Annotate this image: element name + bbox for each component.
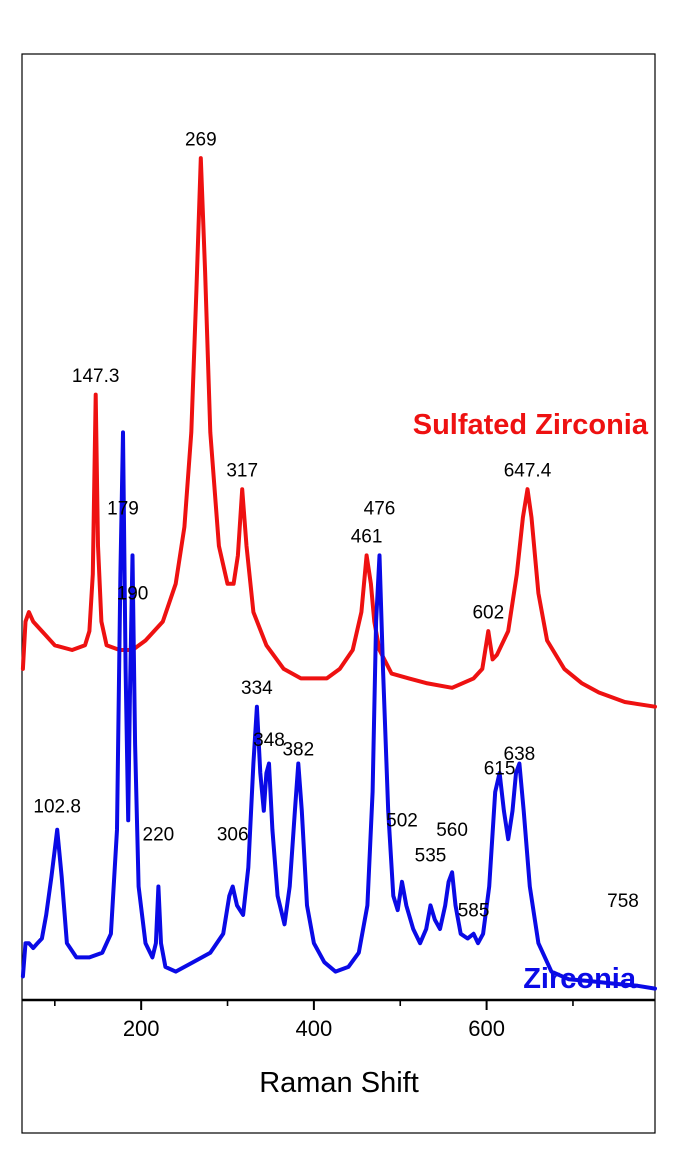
x-tick-label: 600 [468, 1016, 505, 1041]
plot-frame [21, 53, 656, 1134]
peak-label: 502 [386, 811, 418, 832]
x-axis-ticks: 200 400 600 [54, 1000, 574, 1041]
peak-label: 220 [143, 825, 175, 846]
peak-label: 585 [458, 900, 490, 921]
peak-label: 190 [117, 583, 149, 604]
x-axis-title: Raman Shift [259, 1067, 419, 1099]
peak-label: 317 [226, 460, 258, 481]
series-label-zirconia: Zirconia [523, 963, 637, 995]
peak-label: 602 [472, 602, 504, 623]
peak-label: 535 [415, 846, 447, 867]
peak-label: 476 [364, 498, 396, 519]
peak-label: 348 [253, 730, 285, 751]
peak-label: 102.8 [33, 796, 81, 817]
x-tick-label: 200 [123, 1016, 160, 1041]
series-label-sulfated-zirconia: Sulfated Zirconia [413, 409, 649, 441]
peak-label: 638 [504, 744, 536, 765]
peak-label: 647.4 [504, 460, 552, 481]
peak-label: 615 [484, 758, 516, 779]
peak-label: 758 [607, 891, 639, 912]
peak-label: 269 [185, 129, 217, 150]
peak-label: 147.3 [72, 366, 120, 387]
peak-label: 179 [107, 498, 139, 519]
x-tick-label: 400 [296, 1016, 333, 1041]
series-layer [20, 156, 657, 991]
series-line-zirconia [20, 430, 657, 991]
peak-label: 334 [241, 678, 273, 699]
peak-labels: 269 147.3 317 647.4 461 476 602 179 190 334 348382… [33, 129, 638, 921]
peak-label: 560 [436, 820, 468, 841]
peak-label: 306 [217, 825, 249, 846]
series-line-sulfated-zirconia [20, 156, 657, 709]
peak-label: 461 [351, 527, 383, 548]
peak-label: 382 [282, 740, 314, 761]
